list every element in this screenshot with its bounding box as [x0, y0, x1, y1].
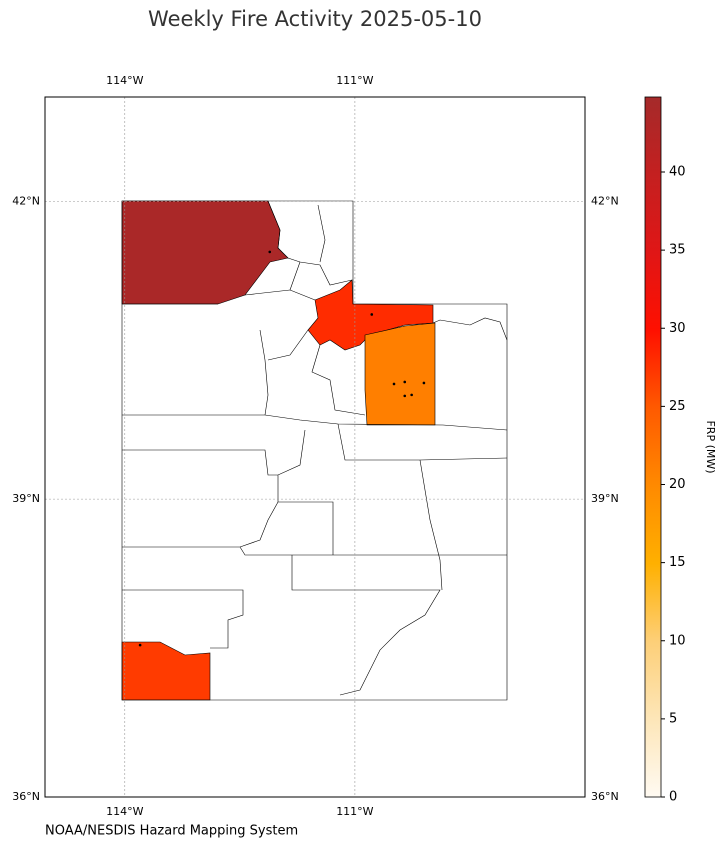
colorbar — [644, 96, 662, 798]
map-frame — [44, 96, 586, 798]
colorbar-tick-label: 15 — [669, 555, 686, 570]
colorbar-tick-label: 20 — [669, 477, 686, 492]
fire-point — [422, 381, 426, 385]
fire-region — [121, 200, 289, 305]
x-tick-label: 114°W — [106, 74, 143, 87]
x-tick-label: 111°W — [336, 74, 373, 87]
colorbar-tick-label: 0 — [669, 790, 677, 805]
source: NOAA/NESDIS Hazard Mapping System — [45, 824, 298, 839]
fire-point — [392, 382, 396, 386]
colorbar-label: FRP (MW) — [704, 420, 717, 473]
y-tick-label: 39°N — [591, 492, 619, 505]
colorbar-tick-label: 35 — [669, 243, 686, 258]
colorbar-tick-label: 5 — [669, 711, 677, 726]
fire-point — [370, 313, 374, 316]
y-tick-label: 42°N — [591, 194, 619, 207]
y-tick-label: 39°N — [12, 492, 40, 505]
fire-region — [121, 641, 211, 701]
y-tick-label: 42°N — [12, 194, 40, 207]
y-tick-label: 36°N — [12, 790, 40, 803]
fire-point — [403, 380, 407, 384]
colorbar-tick-label: 25 — [669, 399, 686, 414]
fire-point — [403, 394, 407, 398]
title: Weekly Fire Activity 2025-05-10 — [148, 7, 482, 31]
fire-point — [138, 643, 142, 647]
fire-region — [364, 322, 436, 426]
y-tick-label: 36°N — [591, 790, 619, 803]
colorbar-tick-label: 40 — [669, 165, 686, 180]
x-tick-label: 114°W — [106, 805, 143, 818]
x-tick-label: 111°W — [336, 805, 373, 818]
colorbar-tick-label: 10 — [669, 633, 686, 648]
fire-point — [410, 393, 413, 397]
fire-point — [268, 250, 272, 254]
colorbar-tick-label: 30 — [669, 321, 686, 336]
